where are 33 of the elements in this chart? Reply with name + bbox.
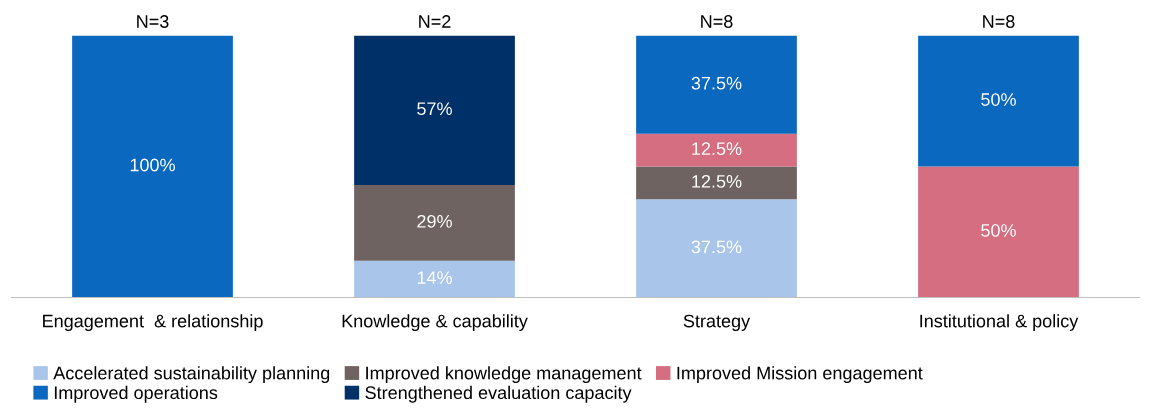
annotation: N=8 xyxy=(701,15,733,28)
legend-label: Strengthened evaluation capacity xyxy=(365,385,632,403)
data-label: 100% xyxy=(130,158,175,172)
bar xyxy=(354,184,515,261)
annotation: N=2 xyxy=(419,15,451,28)
x-tick-label: Knowledge & capability xyxy=(342,314,528,331)
legend-label: Improved Mission engagement xyxy=(677,366,923,384)
data-label: 50% xyxy=(981,93,1016,106)
legend-label: Accelerated sustainability planning xyxy=(53,366,330,384)
bar xyxy=(918,166,1079,298)
x-tick-label: Strategy xyxy=(683,314,751,331)
data-label: 50% xyxy=(981,224,1016,237)
x-tick-label: Institutional & policy xyxy=(920,314,1079,331)
bar xyxy=(354,35,515,185)
legend-label: Improved knowledge management xyxy=(366,366,642,384)
x-tick-label: Engagement & relationship xyxy=(43,314,263,331)
bar xyxy=(918,35,1079,167)
bar xyxy=(636,35,797,134)
bar xyxy=(354,260,515,298)
bar xyxy=(636,133,797,167)
data-label: 57% xyxy=(417,102,452,116)
data-label: 12.5% xyxy=(692,174,742,188)
annotation: N=3 xyxy=(137,15,169,28)
bar xyxy=(72,35,233,298)
data-label: 37.5% xyxy=(691,240,742,254)
data-label: 37.5% xyxy=(691,76,742,90)
data-label: 12.5% xyxy=(692,142,742,156)
legend-label: Improved operations xyxy=(54,385,218,403)
data-label: 29% xyxy=(417,214,452,228)
bar xyxy=(636,166,797,200)
annotation: N=8 xyxy=(983,15,1015,28)
data-label: 14% xyxy=(417,271,452,284)
bar xyxy=(636,199,797,298)
